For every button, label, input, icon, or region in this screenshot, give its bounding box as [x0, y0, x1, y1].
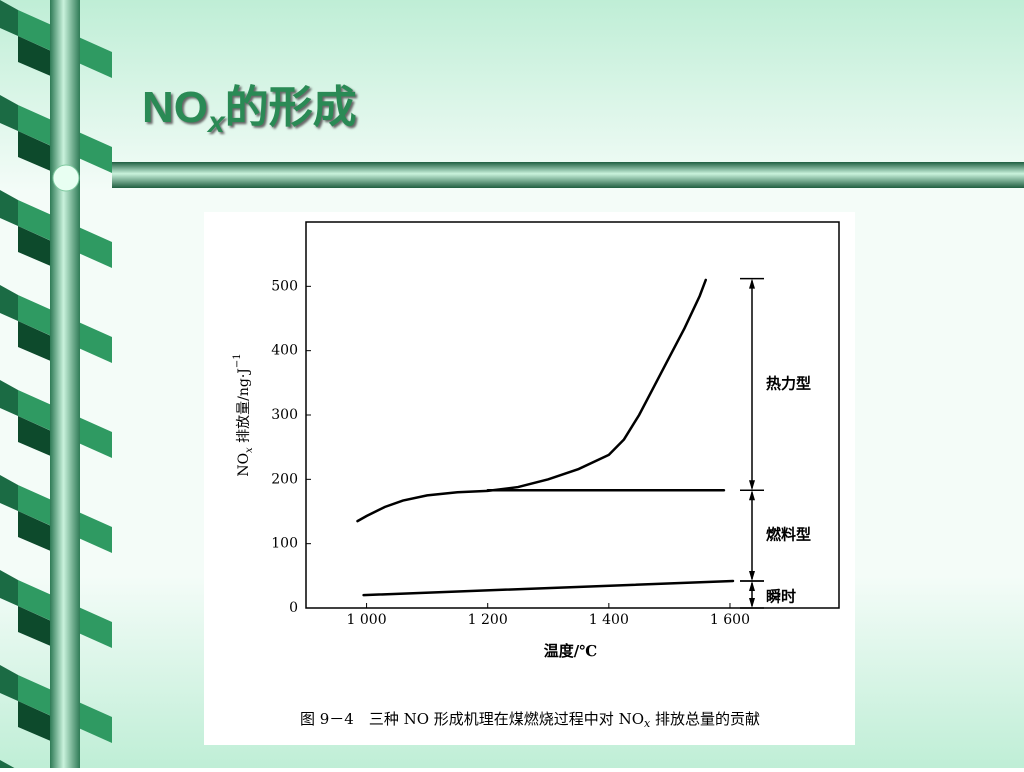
- arrow-head: [749, 580, 755, 591]
- title-subscript: x: [206, 106, 226, 139]
- y-label-part: NO: [236, 453, 252, 477]
- arrow-head: [749, 480, 755, 491]
- title-part: 的形成: [225, 83, 357, 132]
- slide-title: NOx的形成: [142, 83, 357, 139]
- pole-knob: [52, 164, 80, 192]
- data-line: [362, 579, 735, 597]
- caption-part: x: [644, 717, 651, 730]
- x-tick-label: 1 200: [468, 612, 508, 628]
- caption-part: 图 9－4 三种 NO 形成机理在煤燃烧过程中对 NO: [300, 710, 644, 728]
- pole: [50, 0, 80, 768]
- y-label-part: x: [244, 447, 255, 453]
- chart: 0 100 200 300 400 500 1 000 1 200 1 400 1 600 温度/℃…: [232, 221, 840, 730]
- x-tick-label: 1 600: [710, 612, 750, 628]
- y-label-part: −1: [232, 353, 243, 368]
- annotation-label: 瞬时: [766, 587, 796, 605]
- x-axis-label: 温度/℃: [544, 642, 597, 660]
- annotation-label: 燃料型: [766, 526, 811, 544]
- y-label-part: 排放量/ng·J: [236, 368, 252, 447]
- title-part: NO: [142, 83, 208, 132]
- y-tick-label: 300: [271, 407, 298, 423]
- y-tick-label: 400: [271, 343, 298, 359]
- annotation-label: 热力型: [766, 374, 811, 392]
- arrow-head: [749, 490, 755, 501]
- x-tick-label: 1 000: [347, 612, 387, 628]
- arrow-head: [749, 570, 755, 581]
- y-tick-label: 0: [289, 600, 298, 616]
- arrow-head: [749, 598, 755, 608]
- caption: 图 9－4 三种 NO 形成机理在煤燃烧过程中对 NOx 排放总量的贡献: [300, 710, 760, 730]
- x-tick-label: 1 400: [589, 612, 629, 628]
- y-tick-label: 200: [271, 471, 298, 487]
- header-bar: [112, 162, 1024, 188]
- data-line: [356, 278, 707, 523]
- caption-part: 排放总量的贡献: [650, 710, 760, 728]
- y-axis-label: NOx 排放量/ng·J−1: [232, 353, 255, 476]
- arrow-head: [749, 278, 755, 289]
- figure-panel: [204, 212, 855, 745]
- y-tick-label: 100: [271, 536, 298, 552]
- y-tick-label: 500: [271, 278, 298, 294]
